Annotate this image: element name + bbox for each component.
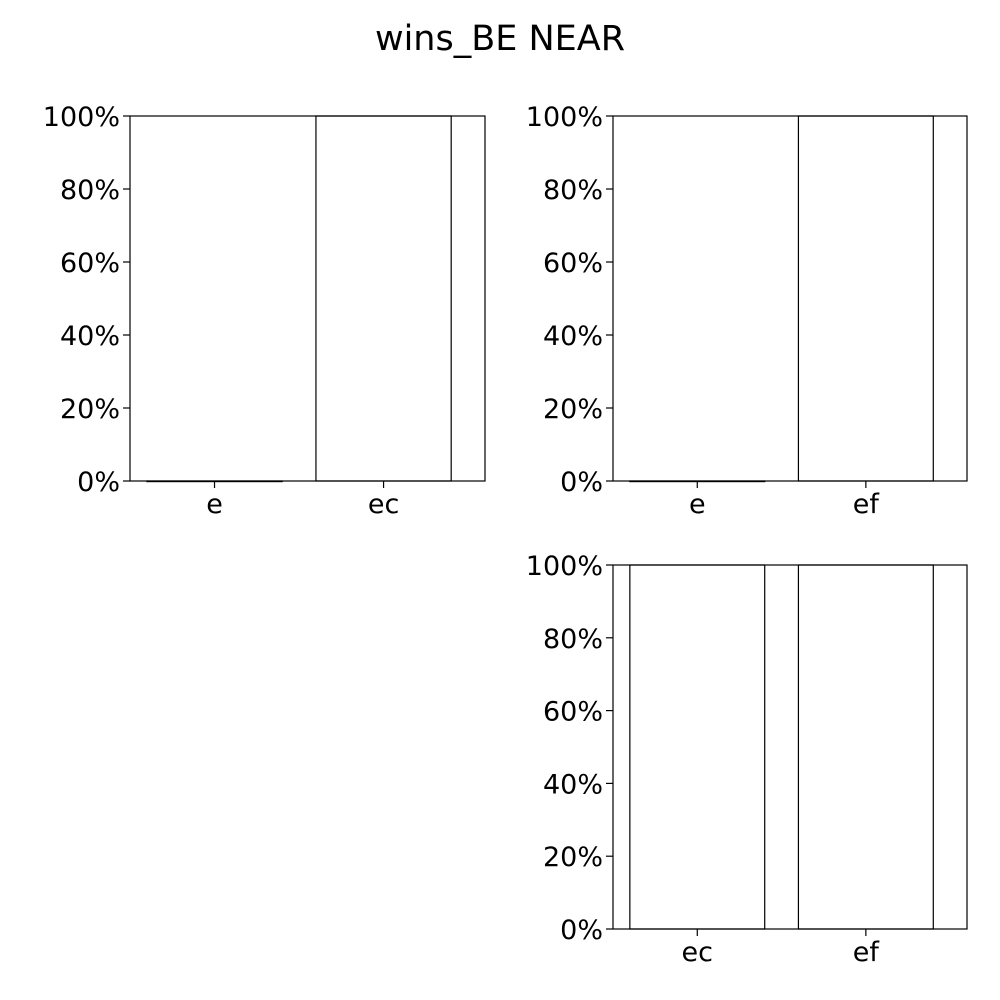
y-tick-label: 0% — [560, 467, 603, 498]
subplot-2: 0% 20% 40% 60% 80% 100% e ef — [526, 102, 968, 520]
bar-ec — [629, 564, 766, 930]
axes-frame — [129, 115, 486, 482]
y-tick-label: 80% — [543, 175, 603, 206]
y-tick-label: 80% — [60, 175, 120, 206]
x-tick-label: ef — [853, 937, 881, 968]
x-tick-label: ef — [853, 489, 881, 520]
subplot-3: 0% 20% 40% 60% 80% 100% ec ef — [526, 551, 968, 968]
bar-ef — [797, 115, 934, 482]
y-tick-label: 60% — [543, 697, 603, 728]
bar-ec — [315, 115, 452, 482]
y-tick-label: 100% — [526, 102, 603, 133]
y-tick-label: 40% — [60, 321, 120, 352]
axes-frame — [612, 564, 968, 930]
y-tick-label: 80% — [543, 624, 603, 655]
y-tick-label: 20% — [60, 394, 120, 425]
figure-title: wins_BE NEAR — [375, 19, 625, 59]
y-tick-label: 100% — [43, 102, 120, 133]
y-tick-label: 0% — [560, 915, 603, 946]
y-tick-label: 40% — [543, 769, 603, 800]
bar-ef — [797, 564, 934, 930]
subplots: 0% 20% 40% 60% 80% 100% e ec 0% 20% 40% 60% 80% 100% e… — [43, 102, 968, 968]
y-tick-label: 40% — [543, 321, 603, 352]
subplot-1: 0% 20% 40% 60% 80% 100% e ec — [43, 102, 486, 520]
y-tick-label: 60% — [60, 248, 120, 279]
axes-frame — [612, 115, 968, 482]
y-tick-label: 0% — [77, 467, 120, 498]
x-tick-label: e — [206, 489, 223, 520]
y-tick-label: 100% — [526, 551, 603, 582]
y-tick-label: 20% — [543, 394, 603, 425]
x-tick-label: e — [689, 489, 706, 520]
x-tick-label: ec — [682, 937, 713, 968]
y-tick-label: 60% — [543, 248, 603, 279]
x-tick-label: ec — [368, 489, 399, 520]
y-tick-label: 20% — [543, 842, 603, 873]
